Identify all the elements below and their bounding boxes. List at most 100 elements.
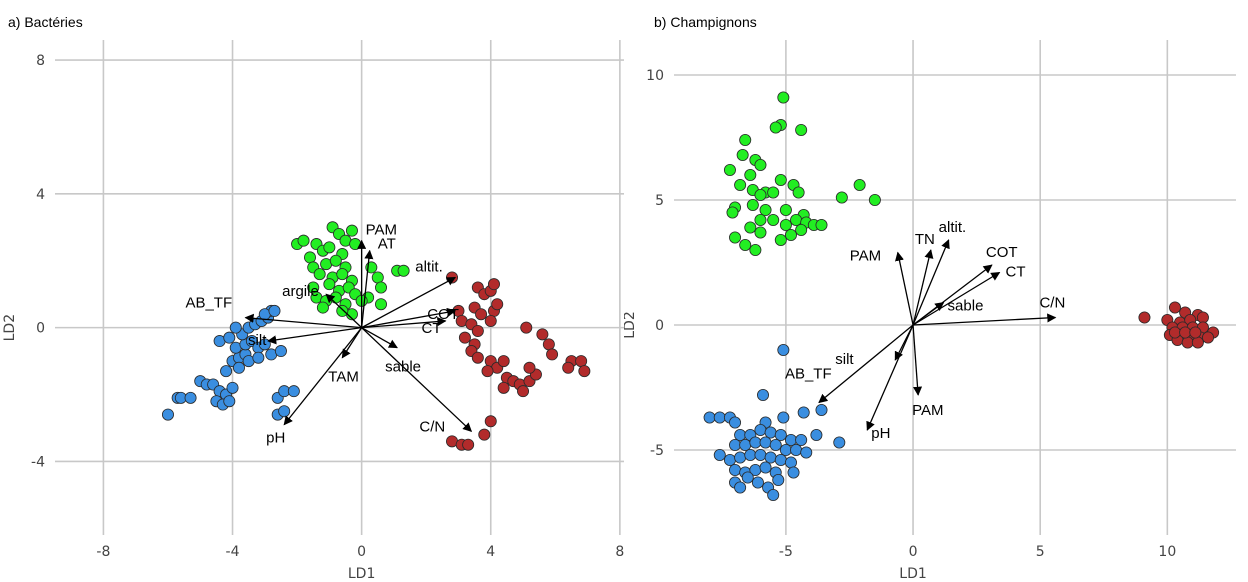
red-point bbox=[517, 385, 530, 398]
green-point bbox=[779, 218, 792, 231]
x-tick-label: 0 bbox=[357, 544, 366, 560]
vector-arrow bbox=[895, 251, 914, 326]
vector-arrow bbox=[912, 249, 934, 326]
blue-point bbox=[739, 438, 752, 451]
red-point bbox=[536, 328, 549, 341]
blue-point bbox=[810, 428, 823, 441]
green-point bbox=[739, 238, 752, 251]
x-tick-label: 5 bbox=[1036, 544, 1045, 560]
vector-arrow bbox=[866, 324, 914, 431]
blue-point bbox=[729, 463, 742, 476]
blue-point bbox=[729, 438, 742, 451]
blue-point bbox=[734, 428, 747, 441]
y-tick-label: 0 bbox=[36, 321, 45, 337]
green-point bbox=[303, 251, 316, 264]
red-point bbox=[497, 355, 510, 368]
green-point bbox=[835, 191, 848, 204]
green-point bbox=[767, 213, 780, 226]
y-axis-label: LD2 bbox=[624, 311, 638, 339]
red-point bbox=[484, 314, 497, 327]
vector-label: TN bbox=[915, 231, 935, 248]
red-point bbox=[1191, 336, 1204, 349]
green-point bbox=[759, 203, 772, 216]
green-point bbox=[729, 231, 742, 244]
red-point bbox=[578, 365, 591, 378]
red-point bbox=[484, 415, 497, 428]
vector-label: TAM bbox=[328, 369, 359, 386]
blue-point bbox=[774, 428, 787, 441]
vector-arrow bbox=[244, 313, 362, 329]
vector-arrow bbox=[283, 327, 363, 426]
blue-point bbox=[734, 481, 747, 494]
green-point bbox=[754, 158, 767, 171]
blue-point bbox=[759, 436, 772, 449]
green-point bbox=[774, 173, 787, 186]
green-point bbox=[329, 291, 342, 304]
blue-point bbox=[741, 471, 754, 484]
blue-point bbox=[772, 473, 785, 486]
green-point bbox=[375, 281, 388, 294]
green-point bbox=[795, 124, 808, 137]
green-point bbox=[815, 218, 828, 231]
vector-arrow bbox=[912, 301, 945, 326]
blue-point bbox=[184, 391, 197, 404]
blue-point bbox=[729, 416, 742, 429]
blue-point bbox=[759, 461, 772, 474]
blue-point bbox=[790, 443, 803, 456]
red-point bbox=[562, 361, 575, 374]
vector-arrow bbox=[361, 307, 457, 329]
x-tick-label: 8 bbox=[615, 544, 624, 560]
green-point bbox=[767, 186, 780, 199]
blue-point bbox=[764, 426, 777, 439]
vector-label: pH bbox=[871, 425, 890, 442]
green-point bbox=[792, 186, 805, 199]
red-point bbox=[497, 381, 510, 394]
green-point bbox=[784, 228, 797, 241]
blue-point bbox=[754, 423, 767, 436]
panel-b-title: b) Champignons bbox=[654, 14, 757, 30]
green-point bbox=[316, 301, 329, 314]
green-point bbox=[744, 221, 757, 234]
blue-point bbox=[797, 406, 810, 419]
blue-point bbox=[795, 433, 808, 446]
red-point bbox=[1138, 311, 1151, 324]
green-point bbox=[734, 178, 747, 191]
green-point bbox=[754, 188, 767, 201]
blue-point bbox=[784, 456, 797, 469]
blue-point bbox=[777, 343, 790, 356]
green-point bbox=[397, 264, 410, 277]
blue-point bbox=[751, 476, 764, 489]
green-point bbox=[313, 268, 326, 281]
blue-point bbox=[226, 381, 239, 394]
vector-arrow bbox=[818, 324, 914, 404]
vector-arrow bbox=[361, 327, 398, 349]
blue-point bbox=[774, 453, 787, 466]
vector-label: CT bbox=[422, 320, 442, 337]
vector-label: C/N bbox=[1039, 295, 1065, 312]
blue-point bbox=[779, 443, 792, 456]
blue-point bbox=[800, 446, 813, 459]
blue-point bbox=[769, 438, 782, 451]
blue-point bbox=[703, 411, 716, 424]
green-point bbox=[723, 163, 736, 176]
red-point bbox=[1202, 331, 1215, 344]
vector-label: AB_TF bbox=[785, 366, 832, 383]
vector-label: AB_TF bbox=[185, 295, 232, 312]
blue-point bbox=[833, 436, 846, 449]
red-point bbox=[1168, 301, 1181, 314]
green-point bbox=[371, 271, 384, 284]
blue-point bbox=[784, 433, 797, 446]
vector-label: C/N bbox=[419, 418, 445, 435]
vector-label: silt bbox=[248, 332, 267, 349]
blue-point bbox=[749, 436, 762, 449]
red-point bbox=[520, 321, 533, 334]
red-point bbox=[1189, 326, 1202, 339]
blue-point bbox=[767, 488, 780, 501]
vector-label: COT bbox=[427, 306, 459, 323]
y-tick-label: 8 bbox=[36, 53, 45, 69]
green-point bbox=[744, 168, 757, 181]
vector-label: argile bbox=[282, 283, 319, 300]
red-point bbox=[546, 348, 559, 361]
x-tick-label: -5 bbox=[779, 544, 793, 560]
